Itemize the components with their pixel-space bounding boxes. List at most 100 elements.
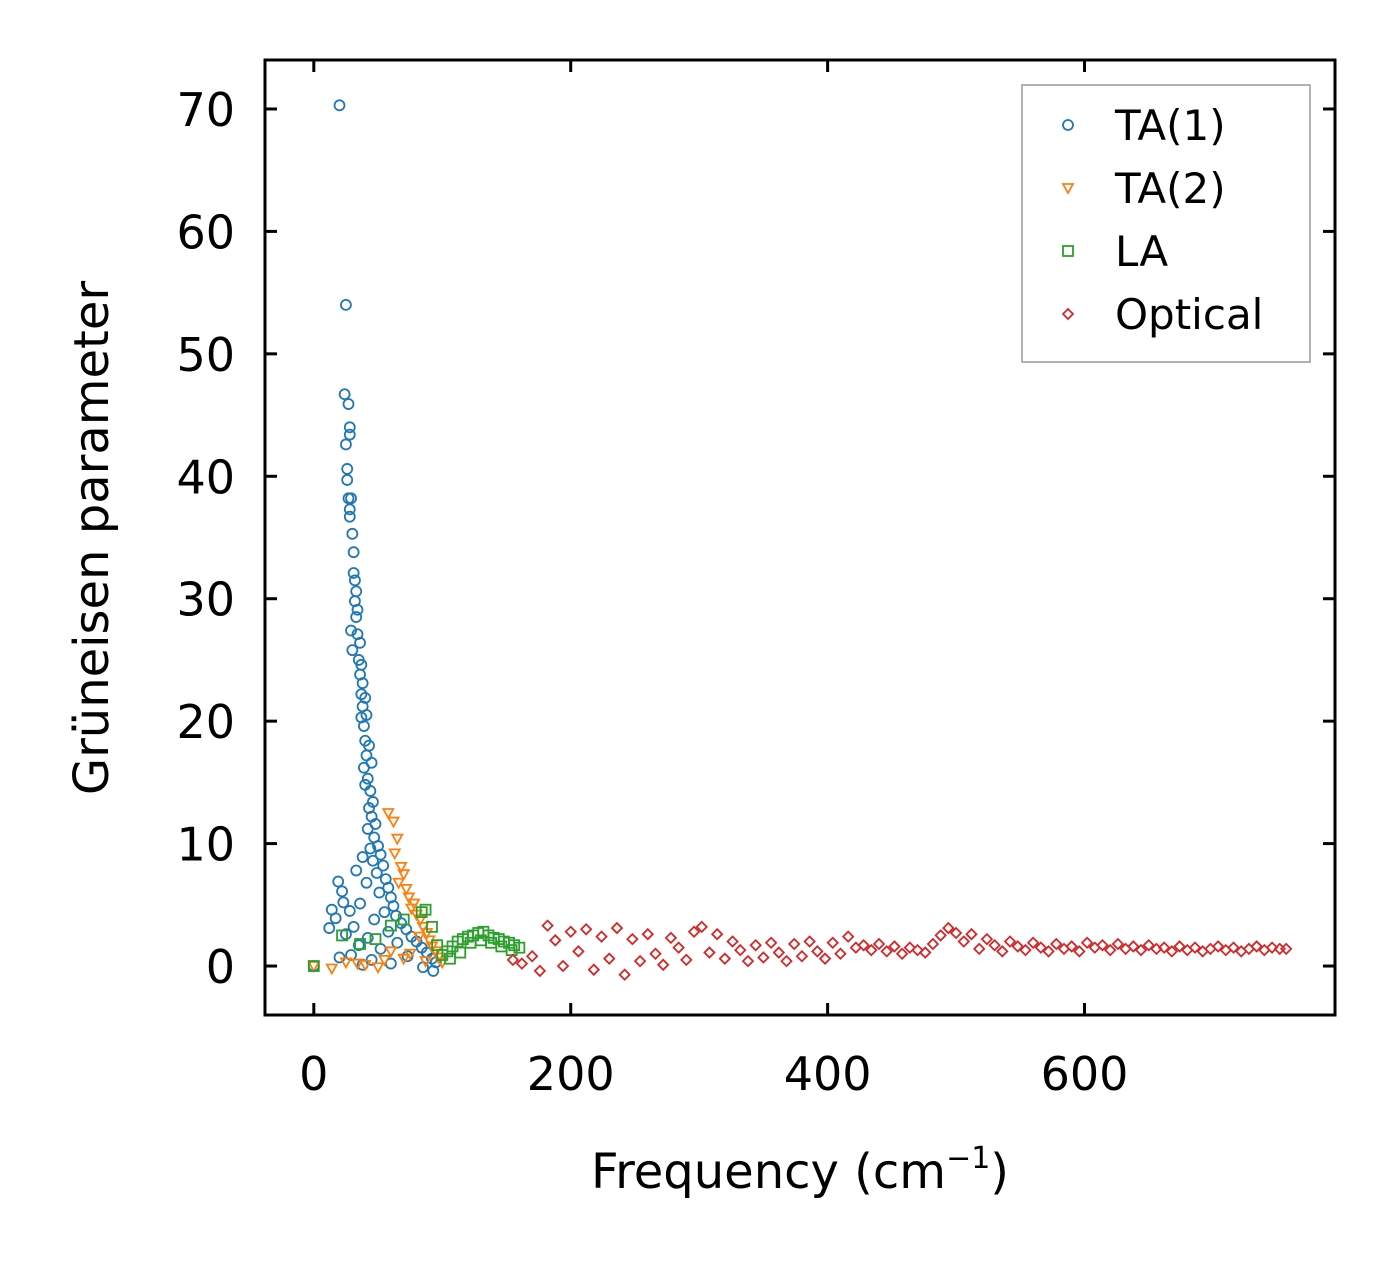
data-point-optical: [1080, 936, 1094, 950]
data-point-optical: [764, 936, 778, 950]
data-points-layer: [307, 99, 1293, 981]
data-point-optical: [934, 929, 947, 942]
legend-label-optical: Optical: [1115, 290, 1263, 339]
data-point-optical: [572, 945, 585, 958]
data-point-ta-2: [358, 959, 372, 972]
data-point-ta-1: [391, 936, 404, 949]
data-point-optical: [880, 945, 893, 958]
data-point-ta-1: [364, 842, 377, 855]
data-point-ta-1: [354, 897, 366, 910]
data-point-optical: [641, 927, 655, 941]
data-point-ta-1: [347, 920, 360, 933]
data-point-ta-1: [352, 939, 365, 952]
data-point-optical: [1157, 941, 1171, 954]
legend-marker-la: [1062, 245, 1074, 257]
legend-marker-optical: [1061, 307, 1075, 321]
data-point-ta-2: [392, 877, 406, 890]
data-point-optical: [718, 952, 732, 965]
data-point-optical: [541, 919, 554, 932]
data-point-optical: [1188, 941, 1202, 954]
data-point-optical: [888, 940, 901, 953]
data-point-optical: [1019, 943, 1032, 957]
data-point-ta-1: [341, 463, 354, 475]
data-point-optical: [610, 921, 624, 935]
data-point-optical: [633, 954, 647, 968]
data-point-ta-1: [368, 913, 381, 926]
data-point-ta-1: [323, 922, 336, 934]
data-point-optical: [926, 937, 940, 951]
data-point-optical: [1103, 943, 1117, 957]
data-point-ta-1: [377, 859, 390, 872]
data-point-la: [369, 933, 382, 945]
data-point-ta-1: [356, 677, 369, 690]
data-point-ta-1: [332, 875, 345, 888]
data-point-optical: [1265, 941, 1279, 954]
data-point-optical: [556, 959, 570, 973]
data-point-optical: [895, 947, 909, 961]
data-point-optical: [1211, 940, 1225, 953]
x-tick-label: 0: [299, 1047, 328, 1101]
data-point-ta-2: [384, 946, 398, 959]
data-point-optical: [841, 930, 855, 943]
data-point-optical: [525, 949, 539, 963]
data-point-ta-1: [345, 949, 357, 961]
legend: TA(1) TA(2) LA Optical: [1021, 84, 1311, 363]
data-point-ta-1: [343, 428, 356, 441]
data-point-ta-2: [412, 931, 426, 944]
data-point-optical: [787, 937, 801, 951]
data-point-ta-2: [429, 946, 443, 959]
data-point-ta-2: [388, 848, 402, 861]
data-point-ta-1: [370, 867, 383, 879]
data-point-ta-1: [366, 796, 379, 808]
data-point-ta-1: [340, 438, 352, 451]
data-point-optical: [1279, 942, 1293, 956]
data-point-ta-2: [399, 883, 413, 896]
data-point-optical: [733, 943, 747, 957]
y-tick-label: 20: [176, 695, 235, 749]
data-point-optical: [965, 927, 978, 941]
data-point-ta-1: [349, 574, 361, 587]
data-point-optical: [741, 954, 755, 968]
data-point-ta-1: [340, 928, 352, 941]
data-point-ta-1: [345, 624, 357, 637]
data-point-ta-1: [382, 925, 395, 938]
data-point-ta-1: [343, 503, 356, 516]
data-point-ta-2: [381, 808, 395, 820]
data-point-ta-2: [386, 816, 400, 829]
data-point-optical: [749, 938, 762, 952]
data-point-ta-1: [366, 854, 379, 867]
data-point-ta-1: [427, 965, 440, 977]
data-point-optical: [564, 925, 577, 939]
data-point-ta-1: [347, 546, 360, 559]
data-point-optical: [687, 925, 701, 939]
data-point-optical: [757, 951, 770, 964]
data-point-optical: [972, 942, 986, 956]
data-point-ta-2: [416, 921, 430, 934]
data-point-ta-1: [346, 644, 359, 657]
data-point-optical: [772, 946, 786, 959]
data-point-optical: [811, 945, 824, 958]
y-tick-label: 40: [176, 450, 235, 504]
data-point-optical: [656, 958, 670, 972]
data-point-ta-2: [419, 956, 433, 968]
data-point-la: [454, 946, 467, 959]
data-point-ta-1: [333, 99, 346, 112]
data-point-ta-1: [350, 864, 363, 877]
data-point-ta-1: [346, 527, 359, 540]
data-point-ta-2: [390, 833, 404, 846]
data-point-optical: [579, 923, 593, 936]
y-tick-label: 10: [176, 818, 235, 872]
data-point-ta-2: [394, 861, 408, 874]
data-point-la: [307, 960, 320, 972]
data-point-ta-2: [377, 955, 391, 967]
data-point-la: [415, 906, 428, 919]
legend-marker-ta-2: [1061, 183, 1075, 195]
data-point-optical: [680, 953, 693, 967]
data-point-optical: [533, 964, 547, 978]
data-point-optical: [780, 954, 793, 968]
data-point-ta-1: [356, 851, 369, 863]
data-point-optical: [595, 930, 608, 943]
series-la: [307, 903, 526, 972]
data-point-optical: [726, 935, 739, 948]
data-point-ta-1: [350, 611, 363, 623]
